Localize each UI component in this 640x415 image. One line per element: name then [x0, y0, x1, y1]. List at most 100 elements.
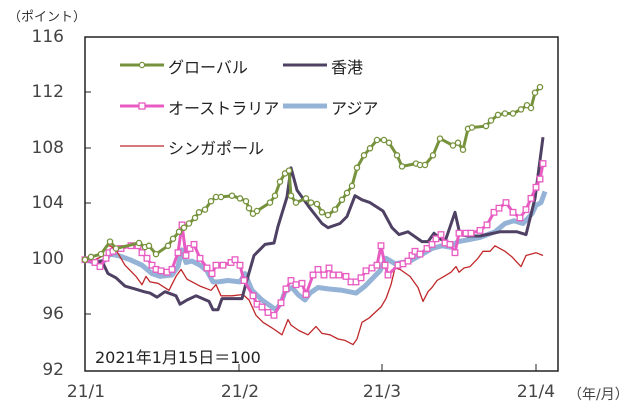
- data-point-marker: [527, 194, 535, 202]
- data-point-marker: [106, 238, 114, 245]
- y-tick-112: 112: [31, 82, 64, 102]
- data-point-marker: [231, 256, 239, 264]
- data-point-marker: [271, 192, 279, 199]
- data-point-marker: [428, 240, 436, 248]
- x-axis-ticks: [238, 364, 537, 371]
- data-point-marker: [282, 285, 290, 293]
- x-tick-21-2: 21/2: [220, 382, 260, 402]
- data-point-marker: [522, 206, 530, 214]
- data-point-marker: [191, 214, 199, 222]
- data-point-marker: [287, 277, 295, 284]
- data-point-marker: [335, 271, 343, 279]
- y-tick-92: 92: [42, 360, 64, 380]
- y-tick-108: 108: [31, 138, 64, 158]
- data-point-marker: [467, 229, 475, 237]
- data-point-marker: [164, 242, 172, 250]
- data-point-marker: [186, 245, 194, 252]
- data-point-marker: [87, 253, 95, 261]
- series-グローバル: [81, 83, 544, 263]
- data-point-marker: [468, 124, 476, 131]
- data-point-marker: [148, 261, 156, 269]
- data-point-marker: [353, 164, 361, 172]
- data-point-marker: [536, 175, 544, 183]
- data-point-marker: [437, 231, 445, 239]
- data-point-marker: [324, 211, 332, 219]
- data-point-marker: [207, 197, 215, 205]
- data-point-marker: [455, 229, 463, 237]
- data-point-marker: [240, 277, 248, 284]
- data-point-marker: [509, 208, 517, 216]
- legend: [120, 61, 327, 147]
- data-point-marker: [446, 240, 454, 248]
- data-point-marker: [309, 271, 317, 279]
- data-point-marker: [385, 139, 393, 147]
- data-point-marker: [536, 83, 544, 91]
- data-point-marker: [381, 261, 389, 269]
- y-axis-ticks: [85, 91, 91, 315]
- data-point-marker: [318, 209, 326, 216]
- data-point-marker: [217, 193, 225, 201]
- data-point-marker: [325, 264, 333, 272]
- data-point-marker: [168, 265, 176, 273]
- data-point-marker: [302, 291, 310, 298]
- data-point-marker: [432, 235, 440, 243]
- data-point-marker: [236, 261, 244, 269]
- data-point-marker: [342, 272, 350, 280]
- series-lines: [81, 83, 548, 346]
- data-point-marker: [249, 292, 257, 300]
- data-point-marker: [343, 189, 351, 197]
- x-tick-21-4: 21/4: [516, 382, 556, 402]
- legend-label-4: シンガポール: [168, 139, 265, 158]
- data-point-marker: [298, 279, 306, 287]
- data-point-marker: [138, 249, 146, 257]
- x-tick-21-3: 21/3: [362, 382, 402, 402]
- data-point-marker: [157, 267, 165, 275]
- data-point-marker: [228, 192, 236, 199]
- data-point-marker: [459, 146, 467, 153]
- data-point-marker: [517, 106, 525, 113]
- data-point-marker: [502, 199, 510, 207]
- data-point-marker: [531, 89, 539, 96]
- data-point-marker: [476, 226, 484, 234]
- data-point-marker: [201, 206, 209, 213]
- data-point-marker: [212, 261, 220, 269]
- data-point-marker: [219, 261, 227, 269]
- data-point-marker: [331, 206, 339, 213]
- data-point-marker: [253, 207, 261, 215]
- data-point-marker: [487, 117, 495, 124]
- data-point-marker: [208, 270, 216, 278]
- data-point-marker: [236, 195, 244, 202]
- data-point-marker: [357, 274, 365, 282]
- data-point-marker: [175, 228, 183, 236]
- data-point-marker: [494, 111, 502, 119]
- data-point-marker: [421, 161, 429, 169]
- data-point-marker: [449, 142, 457, 149]
- data-point-marker: [313, 200, 321, 208]
- data-point-marker: [135, 239, 143, 247]
- series-香港: [84, 137, 545, 312]
- data-point-marker: [501, 110, 509, 117]
- data-point-marker: [495, 204, 503, 212]
- data-point-marker: [398, 163, 406, 170]
- data-point-marker: [352, 278, 360, 286]
- data-point-marker: [436, 135, 444, 142]
- data-point-marker: [454, 139, 462, 147]
- y-tick-104: 104: [31, 193, 64, 213]
- data-point-marker: [373, 136, 381, 144]
- data-point-marker: [451, 249, 459, 257]
- y-tick-116: 116: [31, 27, 64, 47]
- legend-label-3: アジア: [331, 99, 379, 118]
- legend-label-2: オーストラリア: [168, 99, 280, 118]
- data-point-marker: [380, 136, 388, 144]
- data-point-marker: [483, 221, 491, 229]
- data-point-marker: [287, 192, 295, 199]
- data-point-marker: [292, 199, 300, 206]
- data-point-marker: [203, 264, 211, 272]
- data-point-marker: [302, 195, 310, 202]
- data-point-marker: [182, 252, 190, 259]
- data-point-marker: [270, 311, 278, 319]
- data-point-marker: [490, 208, 498, 216]
- data-point-marker: [393, 152, 401, 159]
- data-point-marker: [190, 240, 198, 248]
